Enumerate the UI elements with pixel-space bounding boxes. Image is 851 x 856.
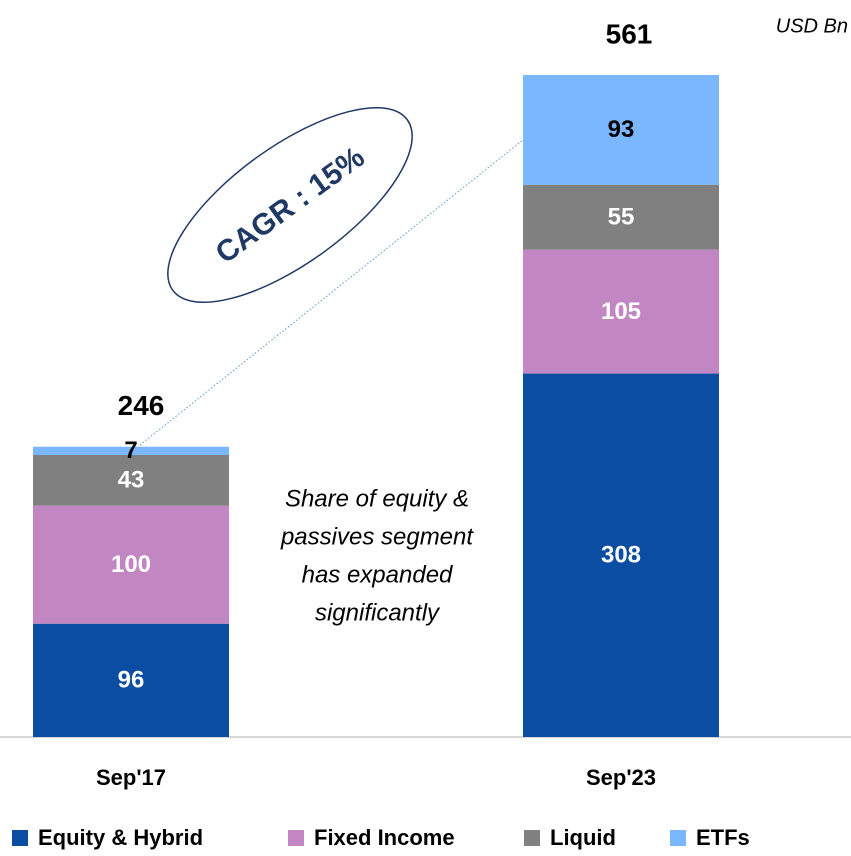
legend-label: Fixed Income [314, 825, 455, 850]
legend-label: ETFs [696, 825, 750, 850]
connector [139, 139, 524, 446]
data-label: 7 [124, 437, 137, 464]
bar-segment [523, 184, 719, 250]
data-label: 93 [608, 116, 635, 143]
data-label: 308 [601, 542, 641, 569]
data-label: 96 [118, 667, 145, 694]
data-label: 100 [111, 551, 151, 578]
cagr-ellipse [167, 106, 413, 304]
legend-swatch [670, 830, 686, 846]
note-line: has expanded [302, 561, 453, 588]
bar-segment [33, 505, 229, 624]
note-line: passives segment [280, 523, 474, 550]
bar-segment [33, 454, 229, 506]
bar-segment [523, 373, 719, 737]
total-label: 246 [118, 390, 165, 421]
x-tick-label: Sep'17 [96, 765, 166, 790]
unit-label: USD Bn [776, 15, 848, 37]
legend-swatch [524, 830, 540, 846]
x-tick-label: Sep'23 [586, 765, 656, 790]
bar-segment [523, 75, 719, 185]
data-label: 43 [118, 467, 145, 494]
data-label: 105 [601, 298, 641, 325]
note-line: significantly [315, 599, 441, 626]
bar-segment [33, 446, 229, 455]
legend-label: Equity & Hybrid [38, 825, 203, 850]
note-line: Share of equity & [285, 485, 469, 512]
bar-segment [33, 623, 229, 737]
legend-swatch [288, 830, 304, 846]
bar-segment [523, 249, 719, 374]
cagr-badge: CAGR : 15% [167, 106, 413, 304]
data-label: 55 [608, 204, 635, 231]
total-label: 561 [606, 18, 653, 49]
legend-label: Liquid [550, 825, 616, 850]
legend-swatch [12, 830, 28, 846]
